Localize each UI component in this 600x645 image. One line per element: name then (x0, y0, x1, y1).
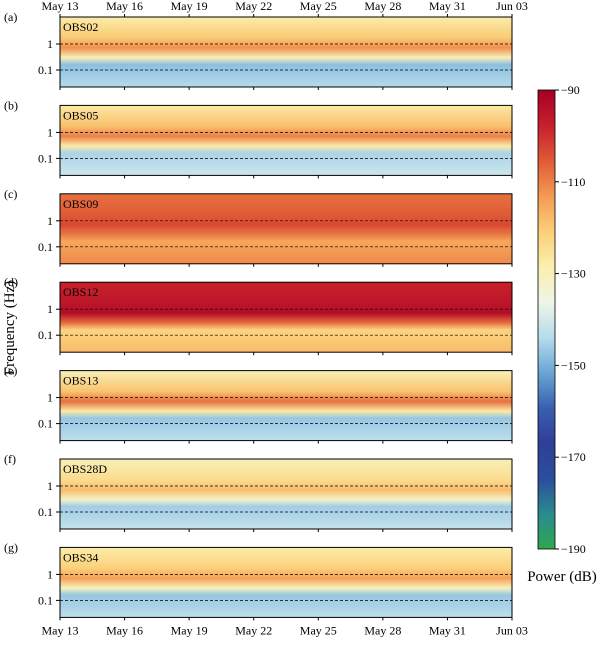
x-tick-label-bottom: May 13 (42, 623, 79, 637)
x-tick-label-top: May 25 (300, 0, 337, 13)
panel-obs12: (d) OBS12 1 0.1 (4, 275, 513, 356)
spectrogram-panels: (a) OBS02 1 0.1 (b) OBS05 1 0.1 (c) OBS09 1 0.1 (d) O… (4, 10, 513, 621)
y-tick-label: 0.1 (38, 63, 53, 77)
panel-obs09: (c) OBS09 1 0.1 (4, 187, 513, 267)
panel-obs28d: (f) OBS28D 1 0.1 (4, 452, 513, 532)
panel-letter: (d) (4, 275, 18, 289)
y-tick-label: 0.1 (38, 593, 53, 607)
spectrogram-image (60, 370, 512, 441)
panel-letter: (g) (4, 540, 18, 554)
y-tick-label: 1 (47, 214, 53, 228)
station-label: OBS12 (63, 285, 98, 299)
station-label: OBS09 (63, 197, 98, 211)
panel-letter: (f) (4, 452, 16, 466)
x-tick-label-top: Jun 03 (496, 0, 528, 13)
x-tick-label-bottom: May 16 (106, 623, 143, 637)
panel-frame (59, 546, 513, 618)
x-tick-label-bottom: May 25 (300, 623, 337, 637)
spectrogram-image (60, 193, 512, 264)
colorbar-tick-label: −110 (561, 175, 585, 189)
panel-frame (59, 458, 513, 530)
panel-letter: (a) (4, 10, 17, 24)
x-tick-label-top: May 28 (364, 0, 401, 13)
y-tick-label: 0.1 (38, 417, 53, 431)
x-tick-label-top: May 13 (42, 0, 79, 13)
colorbar-label: Power (dB) (527, 569, 597, 585)
station-label: OBS34 (63, 550, 98, 564)
spectrogram-image (60, 547, 512, 618)
panel-obs34: (g) OBS34 1 0.1 (4, 540, 513, 621)
colorbar-tick-label: −170 (561, 450, 586, 464)
panel-obs05: (b) OBS05 1 0.1 (4, 98, 513, 179)
panel-obs02: (a) OBS02 1 0.1 (4, 10, 513, 90)
y-axis-title: Frequency (Hz) (2, 281, 18, 376)
x-tick-label-bottom: May 19 (171, 623, 208, 637)
x-tick-label-top: May 31 (429, 0, 466, 13)
y-tick-label: 1 (47, 37, 53, 51)
x-tick-label-bottom: May 28 (364, 623, 401, 637)
station-label: OBS05 (63, 108, 98, 122)
x-tick-label-bottom: Jun 03 (496, 623, 528, 637)
y-tick-label: 0.1 (38, 151, 53, 165)
y-tick-label: 1 (47, 302, 53, 316)
station-label: OBS02 (63, 20, 98, 34)
x-tick-label-bottom: May 22 (235, 623, 272, 637)
y-tick-label: 0.1 (38, 328, 53, 342)
station-label: OBS13 (63, 374, 98, 388)
station-label: OBS28D (63, 462, 107, 476)
y-tick-label: 0.1 (38, 240, 53, 254)
panel-frame (59, 370, 513, 442)
bottom-x-tick-labels: May 13 May 16 May 19 May 22 May 25 May 28 May … (42, 623, 528, 637)
colorbar-tick-label: −90 (561, 83, 580, 97)
colorbar-tick-label: −130 (561, 267, 586, 281)
spectrogram-image (60, 282, 512, 353)
spectrogram-image (60, 17, 512, 87)
y-tick-label: 1 (47, 479, 53, 493)
y-tick-label: 1 (47, 391, 53, 405)
y-tick-label: 0.1 (38, 505, 53, 519)
panel-letter: (e) (4, 364, 17, 378)
colorbar-tick-label: −150 (561, 358, 586, 372)
spectrogram-image (60, 105, 512, 176)
panel-letter: (c) (4, 187, 17, 201)
colorbar-tick-label: −190 (561, 542, 586, 556)
panel-frame (59, 193, 513, 265)
x-tick-label-top: May 22 (235, 0, 272, 13)
panel-frame (59, 104, 513, 176)
panel-obs13: (e) OBS13 1 0.1 (4, 364, 513, 444)
panel-frame (59, 16, 513, 88)
spectrogram-image (60, 459, 512, 529)
colorbar: −90 −110 −130 −150 −170 −190 (537, 83, 586, 556)
x-tick-label-top: May 16 (106, 0, 143, 13)
top-x-tick-labels: May 13 May 16 May 19 May 22 May 25 May 28 May … (42, 0, 528, 17)
y-tick-label: 1 (47, 567, 53, 581)
y-tick-label: 1 (47, 125, 53, 139)
colorbar-gradient (537, 89, 556, 550)
panel-frame (59, 281, 513, 353)
x-tick-label-bottom: May 31 (429, 623, 466, 637)
panel-letter: (b) (4, 98, 18, 112)
x-tick-label-top: May 19 (171, 0, 208, 13)
